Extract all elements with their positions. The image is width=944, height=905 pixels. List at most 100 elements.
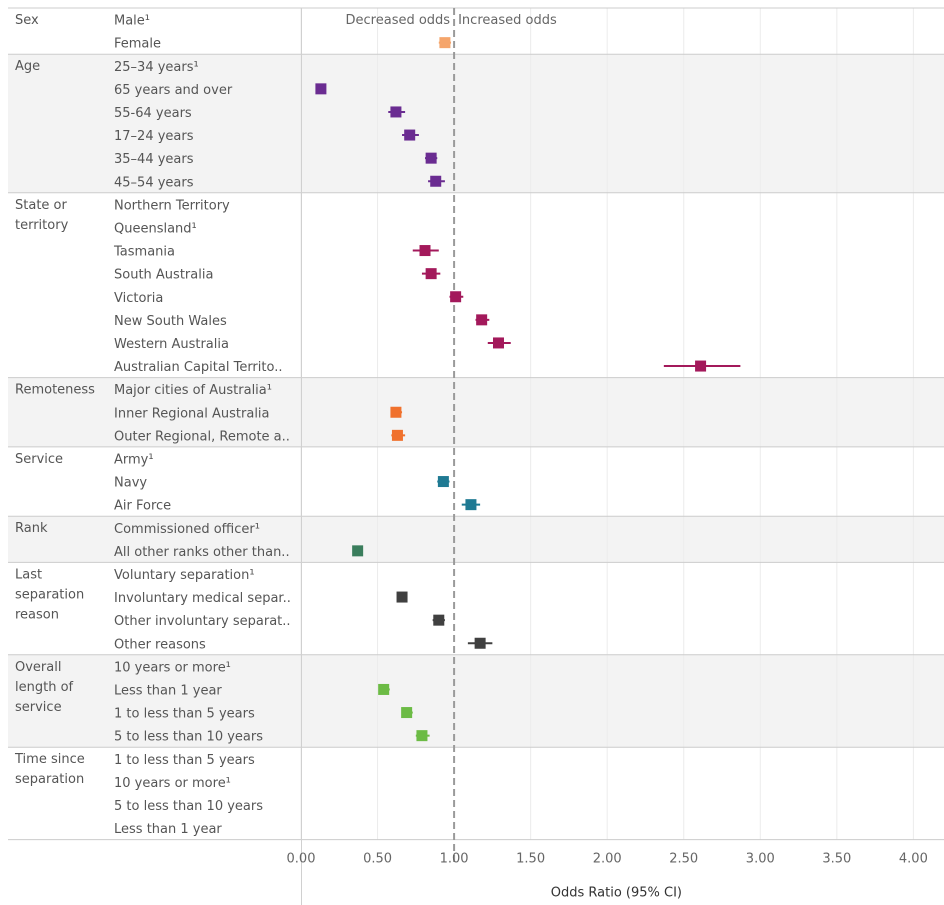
row-label: 1 to less than 5 years xyxy=(114,753,255,768)
row-label: 65 years and over xyxy=(114,83,233,98)
x-axis-title: Odds Ratio (95% CI) xyxy=(551,886,682,901)
point-estimate xyxy=(390,406,402,418)
row-label: Northern Territory xyxy=(114,198,230,213)
group-label-line: Remoteness xyxy=(15,383,95,398)
point-estimate xyxy=(378,683,390,695)
group-label: Last separation reason xyxy=(15,567,84,622)
row-label: 5 to less than 10 years xyxy=(114,730,263,745)
group-band xyxy=(8,54,944,193)
group-label-line: Last xyxy=(15,567,42,582)
row-label: Outer Regional, Remote a.. xyxy=(114,429,290,444)
point-estimate xyxy=(450,291,462,303)
point-estimate xyxy=(391,429,403,441)
group-label-line: State or xyxy=(15,198,67,213)
group-label-line: Age xyxy=(15,59,40,74)
group-band xyxy=(8,377,944,447)
group-label-line: reason xyxy=(15,607,59,622)
x-tick-label: 1.50 xyxy=(516,852,545,867)
group-labels: Sex Age State or territory Remoteness Service… xyxy=(14,13,95,787)
row-label: Tasmania xyxy=(113,245,175,260)
group-label: Overall length of service xyxy=(15,660,74,715)
point-estimate xyxy=(425,268,437,280)
row-label: 5 to less than 10 years xyxy=(114,799,263,814)
group-separators xyxy=(8,7,944,841)
point-estimate xyxy=(439,37,451,49)
group-label: State or territory xyxy=(15,198,69,233)
group-label-line: territory xyxy=(15,218,69,233)
annotation-increased-odds: Increased odds xyxy=(458,13,557,28)
row-label: 45–54 years xyxy=(114,175,194,190)
group-label-line: Time since xyxy=(14,752,85,767)
point-estimate xyxy=(437,476,449,488)
point-estimate xyxy=(474,637,486,649)
row-label: Female xyxy=(114,37,161,52)
group-label: Service xyxy=(15,452,63,467)
point-estimate xyxy=(695,360,707,372)
point-estimate xyxy=(401,707,413,719)
x-tick-label: 3.00 xyxy=(746,852,775,867)
row-label: Less than 1 year xyxy=(114,683,222,698)
point-estimate xyxy=(433,614,445,626)
x-tick-label: 2.50 xyxy=(669,852,698,867)
row-label: Inner Regional Australia xyxy=(114,406,270,421)
point-estimate xyxy=(390,106,402,118)
row-label: Navy xyxy=(114,476,147,491)
row-label: All other ranks other than.. xyxy=(114,545,290,560)
x-tick-label: 3.50 xyxy=(822,852,851,867)
point-estimate xyxy=(396,591,408,603)
row-label: Other reasons xyxy=(114,637,206,652)
x-tick-label: 0.50 xyxy=(363,852,392,867)
group-label: Rank xyxy=(15,521,48,536)
group-label: Remoteness xyxy=(15,383,95,398)
point-estimate xyxy=(352,545,364,557)
row-label: South Australia xyxy=(114,268,213,283)
point-estimate xyxy=(416,730,428,742)
point-estimate xyxy=(430,175,442,187)
group-label-line: separation xyxy=(15,772,84,787)
row-label: New South Wales xyxy=(114,314,227,329)
point-estimate xyxy=(465,499,477,511)
group-label-line: length of xyxy=(15,680,74,695)
row-label: Other involuntary separat.. xyxy=(114,614,291,629)
row-label: Air Force xyxy=(114,499,171,514)
row-label: Western Australia xyxy=(114,337,229,352)
group-label: Age xyxy=(15,59,40,74)
row-label: 35–44 years xyxy=(114,152,194,167)
group-label: Time since separation xyxy=(14,752,85,787)
row-label: 10 years or more¹ xyxy=(114,660,231,675)
row-label: Queensland¹ xyxy=(114,221,197,236)
x-tick-label: 0.00 xyxy=(287,852,316,867)
point-estimate xyxy=(404,129,416,141)
point-estimate xyxy=(476,314,488,326)
x-tick-label: 1.00 xyxy=(440,852,469,867)
row-labels: Male¹ Female 25–34 years¹ 65 years and over… xyxy=(113,14,291,837)
row-label: Involuntary medical separ.. xyxy=(114,591,291,606)
group-band xyxy=(8,654,944,748)
row-label: Commissioned officer¹ xyxy=(114,522,260,537)
row-label: Australian Capital Territo.. xyxy=(114,360,282,375)
row-label: Army¹ xyxy=(114,452,154,467)
x-tick-label: 2.00 xyxy=(593,852,622,867)
row-label: 55-64 years xyxy=(114,106,192,121)
annotation-decreased-odds: Decreased odds xyxy=(346,13,451,28)
row-label: Major cities of Australia¹ xyxy=(114,383,272,398)
point-estimate xyxy=(492,337,504,349)
point-estimate xyxy=(425,152,437,164)
x-axis-ticks: 0.00 0.50 1.00 1.50 2.00 2.50 3.00 3.50 4.00 xyxy=(287,852,928,867)
group-band xyxy=(8,516,944,563)
row-label: 10 years or more¹ xyxy=(114,776,231,791)
group-label-line: Sex xyxy=(15,13,39,28)
group-bands xyxy=(8,54,944,748)
group-label-line: Rank xyxy=(15,521,48,536)
group-label-line: service xyxy=(15,700,62,715)
point-estimate xyxy=(315,83,327,95)
row-label: 25–34 years¹ xyxy=(114,60,199,75)
group-label-line: Service xyxy=(15,452,63,467)
row-label: Voluntary separation¹ xyxy=(114,568,255,583)
row-label: 17–24 years xyxy=(114,129,194,144)
group-label-line: Overall xyxy=(15,660,61,675)
row-label: Less than 1 year xyxy=(114,822,222,837)
row-label: 1 to less than 5 years xyxy=(114,707,255,722)
row-label: Victoria xyxy=(114,291,163,306)
